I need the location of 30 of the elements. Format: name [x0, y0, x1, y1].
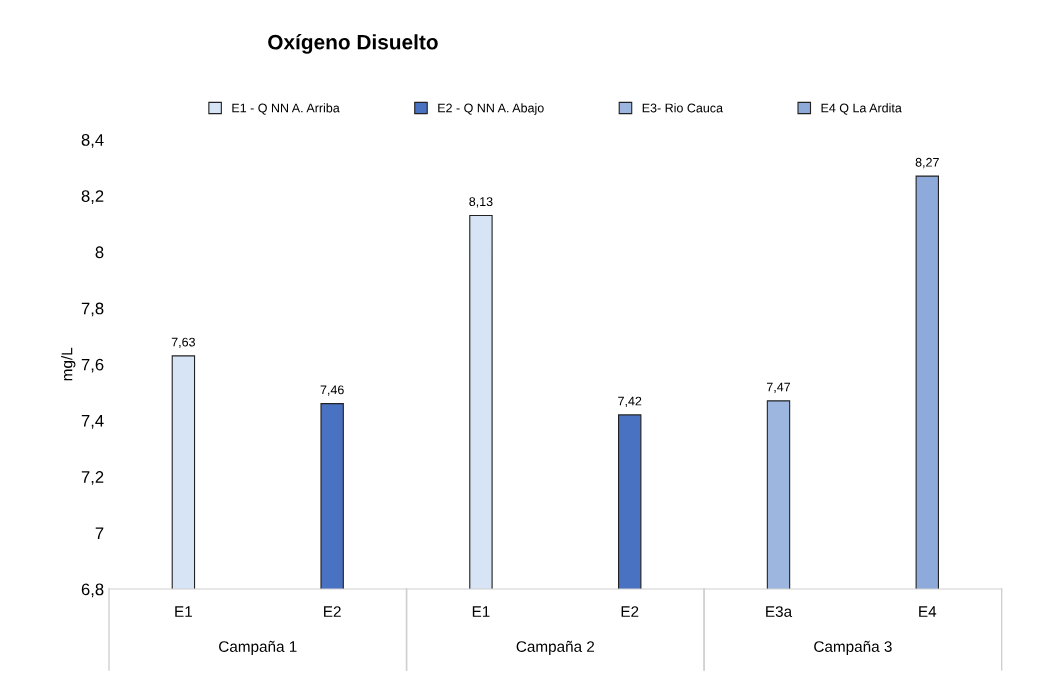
legend-label: E2 - Q NN A. Abajo — [438, 103, 544, 115]
x-tick-label: E2 — [324, 606, 341, 617]
data-label: 7,46 — [320, 385, 344, 396]
x-tick-label: E4 — [919, 606, 937, 617]
data-label: 7,47 — [766, 382, 791, 393]
y-tick-label: 8,4 — [81, 134, 104, 148]
y-tick-label: 6,8 — [81, 583, 104, 598]
y-tick-label: 7,4 — [81, 415, 104, 429]
y-tick-label: 7,2 — [81, 471, 104, 485]
y-axis-title: mg/L — [61, 347, 76, 381]
y-tick-label: 8 — [95, 246, 104, 259]
x-tick-label: E3a — [766, 606, 793, 617]
data-label: 8,13 — [469, 197, 493, 208]
y-tick-label: 7,6 — [81, 358, 104, 373]
x-tick-label: E1 — [175, 606, 192, 617]
text: Campaña 2 — [516, 640, 595, 655]
data-label: 7,42 — [618, 396, 642, 407]
y-tick-label: 7 — [95, 527, 104, 539]
text: Campaña 1 — [219, 640, 297, 655]
y-tick-label: 8,2 — [81, 190, 104, 204]
data-label: 7,63 — [171, 337, 195, 348]
legend-label: E1 - Q NN A. Arriba — [232, 103, 340, 115]
x-tick-label: E1 — [472, 606, 490, 617]
data-label: 8,27 — [915, 157, 939, 169]
legend-label: E3- Rio Cauca — [642, 103, 724, 113]
y-tick-label: 7,8 — [81, 302, 104, 317]
x-tick-label: E2 — [621, 606, 639, 617]
text: Campaña 3 — [814, 640, 892, 655]
legend-label: E4 Q La Ardita — [821, 103, 902, 115]
chart-title: Oxígeno Disuelto — [268, 34, 438, 54]
